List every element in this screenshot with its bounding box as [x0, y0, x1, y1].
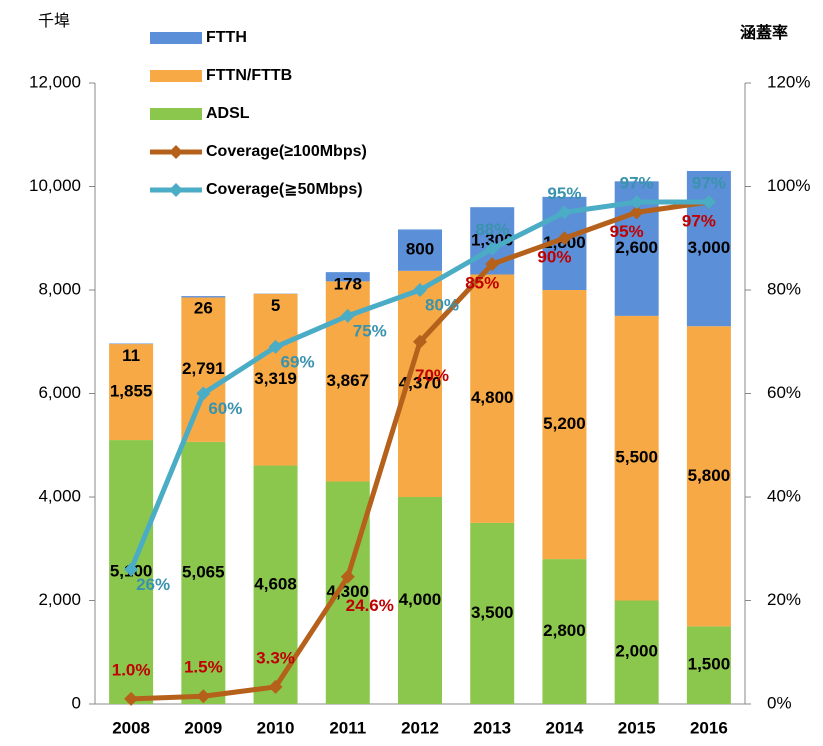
- bar-value-label: 4,800: [471, 388, 514, 407]
- legend-swatch: [150, 32, 202, 44]
- legend-label: Coverage(≥100Mbps): [206, 143, 367, 160]
- y2-tick-label: 80%: [767, 279, 801, 298]
- bar-value-label: 11: [122, 346, 140, 365]
- x-tick-label: 2012: [401, 718, 439, 737]
- legend-label: FTTH: [206, 29, 247, 46]
- bar-value-label: 3,319: [254, 369, 297, 388]
- bar-value-label: 26: [194, 299, 213, 318]
- y-tick-label: 2,000: [38, 590, 81, 609]
- y2-tick-label: 60%: [767, 383, 801, 402]
- legend-label: FTTN/FTTB: [206, 67, 292, 84]
- bar-value-label: 5,200: [543, 414, 586, 433]
- line-value-label: 88%: [475, 220, 509, 239]
- line-value-label: 97%: [692, 174, 726, 193]
- bar-value-label: 1,855: [110, 382, 153, 401]
- y2-tick-label: 0%: [767, 693, 792, 712]
- legend-marker: [169, 145, 183, 159]
- line-value-label: 90%: [537, 248, 571, 267]
- y-tick-label: 4,000: [38, 486, 81, 505]
- bar-value-label: 3,000: [688, 238, 731, 257]
- legend-marker: [169, 183, 183, 197]
- y-tick-label: 10,000: [29, 176, 81, 195]
- line-value-label: 1.5%: [184, 658, 223, 677]
- bar-value-label: 2,791: [182, 359, 225, 378]
- line-value-label: 24.6%: [346, 596, 394, 615]
- y2-tick-label: 120%: [767, 72, 810, 91]
- line-value-label: 95%: [610, 222, 644, 241]
- bar-value-label: 178: [334, 275, 362, 294]
- legend-swatch: [150, 108, 202, 120]
- x-tick-label: 2008: [112, 718, 150, 737]
- line-value-label: 97%: [620, 174, 654, 193]
- y-axis-label: 千埠: [38, 12, 70, 30]
- line-value-label: 95%: [547, 184, 581, 203]
- bar-segment: [181, 296, 225, 297]
- x-tick-label: 2013: [473, 718, 511, 737]
- legend-swatch: [150, 70, 202, 82]
- line-value-label: 97%: [682, 212, 716, 231]
- bar-segment: [109, 344, 153, 345]
- legend-label: ADSL: [206, 105, 250, 122]
- line-value-label: 85%: [465, 274, 499, 293]
- bar-value-label: 5,800: [688, 466, 731, 485]
- bar-value-label: 4,608: [254, 574, 297, 593]
- bar-value-label: 2,800: [543, 621, 586, 640]
- line-value-label: 70%: [415, 366, 449, 385]
- x-tick-label: 2009: [184, 718, 222, 737]
- y-tick-label: 8,000: [38, 279, 81, 298]
- bar-value-label: 4,000: [399, 590, 442, 609]
- line-value-label: 60%: [208, 399, 242, 418]
- y2-tick-label: 100%: [767, 176, 810, 195]
- y2-tick-label: 20%: [767, 590, 801, 609]
- bar-value-label: 2,600: [615, 238, 658, 257]
- y-tick-label: 12,000: [29, 72, 81, 91]
- bar-value-label: 5,065: [182, 562, 225, 581]
- y2-axis-label: 涵蓋率: [740, 23, 788, 42]
- y2-tick-label: 40%: [767, 486, 801, 505]
- x-tick-label: 2016: [690, 718, 728, 737]
- y-tick-label: 6,000: [38, 383, 81, 402]
- line-value-label: 3.3%: [256, 648, 295, 667]
- bar-value-label: 3,500: [471, 603, 514, 622]
- bar-value-label: 1,500: [688, 655, 731, 674]
- line-value-label: 80%: [425, 295, 459, 314]
- y-tick-label: 0: [72, 693, 81, 712]
- bar-value-label: 5,500: [615, 448, 658, 467]
- bar-value-label: 3,867: [327, 371, 370, 390]
- line-value-label: 69%: [281, 352, 315, 371]
- x-tick-label: 2010: [257, 718, 295, 737]
- legend-label: Coverage(≧50Mbps): [206, 181, 363, 198]
- x-tick-label: 2014: [546, 718, 584, 737]
- line-value-label: 26%: [136, 575, 170, 594]
- bar-value-label: 5: [271, 296, 280, 315]
- line-value-label: 1.0%: [112, 660, 151, 679]
- line-value-label: 75%: [353, 321, 387, 340]
- x-tick-label: 2011: [329, 718, 366, 737]
- bar-value-label: 2,000: [615, 642, 658, 661]
- x-tick-label: 2015: [618, 718, 656, 737]
- bar-value-label: 800: [406, 240, 434, 259]
